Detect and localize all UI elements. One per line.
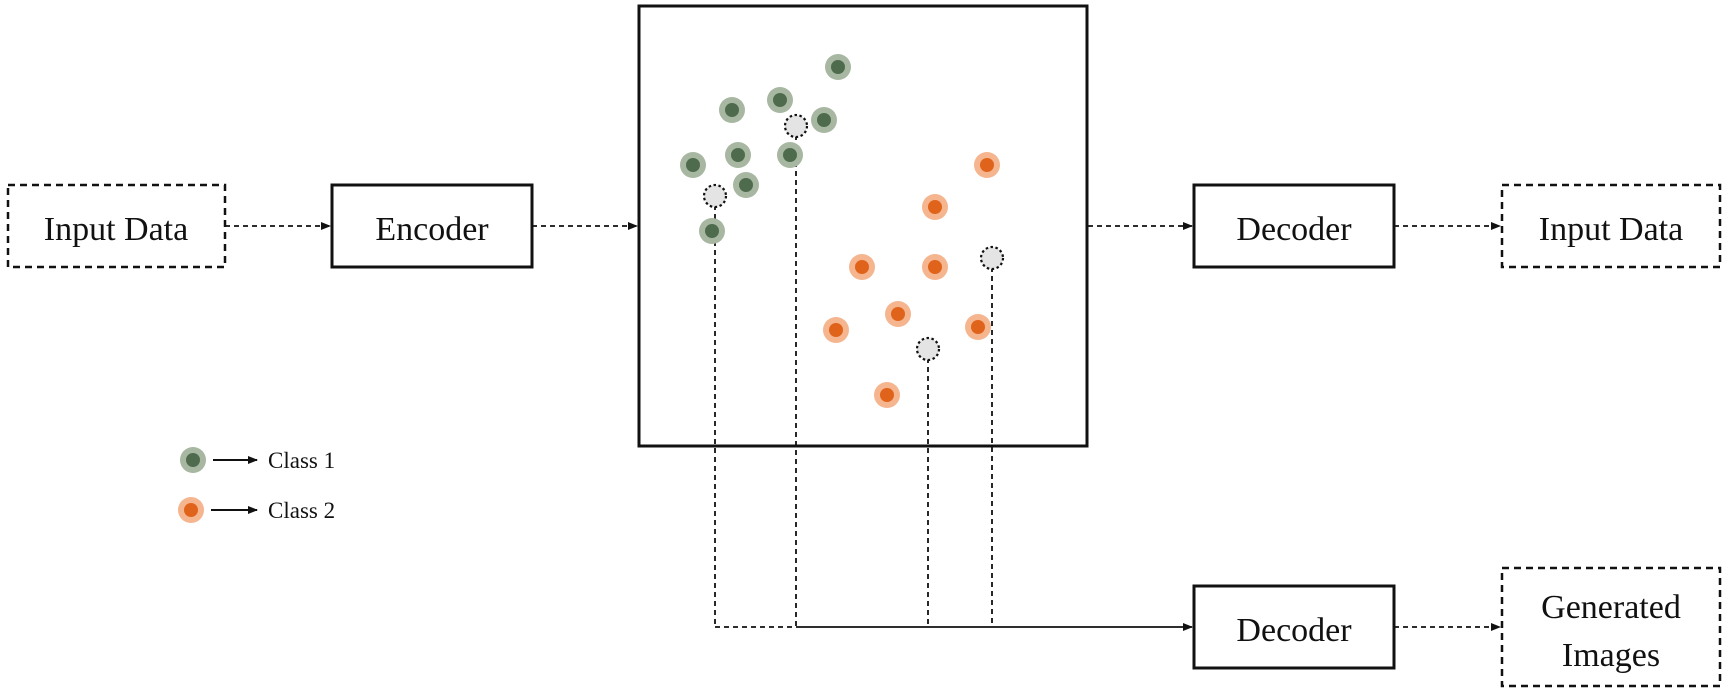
class1-point	[733, 172, 759, 198]
generated-images-label-line2: Images	[1562, 637, 1660, 674]
input-data-left-label: Input Data	[44, 211, 188, 248]
class2-point	[974, 152, 1000, 178]
class1-point	[777, 142, 803, 168]
class1-points	[680, 54, 851, 244]
class1-point	[680, 152, 706, 178]
sampled-point	[783, 113, 809, 139]
input-data-right-label: Input Data	[1539, 211, 1683, 248]
legend-class1: Class 1	[180, 447, 335, 473]
class2-point	[849, 254, 875, 280]
decoder-bottom-label: Decoder	[1236, 612, 1352, 649]
class2-point	[922, 194, 948, 220]
class2-point	[885, 301, 911, 327]
class1-point	[725, 142, 751, 168]
sampled-point	[979, 245, 1005, 271]
class2-point	[965, 314, 991, 340]
sampled-point	[702, 183, 728, 209]
generated-images-label-line1: Generated	[1541, 589, 1681, 626]
class1-point	[767, 87, 793, 113]
sampled-points	[702, 113, 1005, 362]
class2-point	[874, 382, 900, 408]
class2-points	[823, 152, 1000, 408]
legend: Class 1 Class 2	[178, 447, 335, 523]
class1-point	[699, 218, 725, 244]
class1-point	[811, 107, 837, 133]
decoder-top-label: Decoder	[1236, 211, 1352, 248]
input-data-right-box: Input Data	[1500, 183, 1722, 269]
class2-point	[823, 317, 849, 343]
legend-class2-label: Class 2	[268, 498, 335, 523]
class1-point	[719, 97, 745, 123]
generated-images-box: Generated Images	[1500, 566, 1722, 688]
sampled-point	[915, 336, 941, 362]
legend-class1-label: Class 1	[268, 448, 335, 473]
decoder-bottom-box: Decoder	[1192, 584, 1396, 670]
encoder-label: Encoder	[375, 211, 489, 248]
decoder-top-box: Decoder	[1192, 183, 1396, 269]
class1-point	[825, 54, 851, 80]
class2-point	[922, 254, 948, 280]
legend-class2: Class 2	[178, 497, 335, 523]
encoder-box: Encoder	[330, 183, 534, 269]
input-data-left-box: Input Data	[6, 183, 227, 269]
